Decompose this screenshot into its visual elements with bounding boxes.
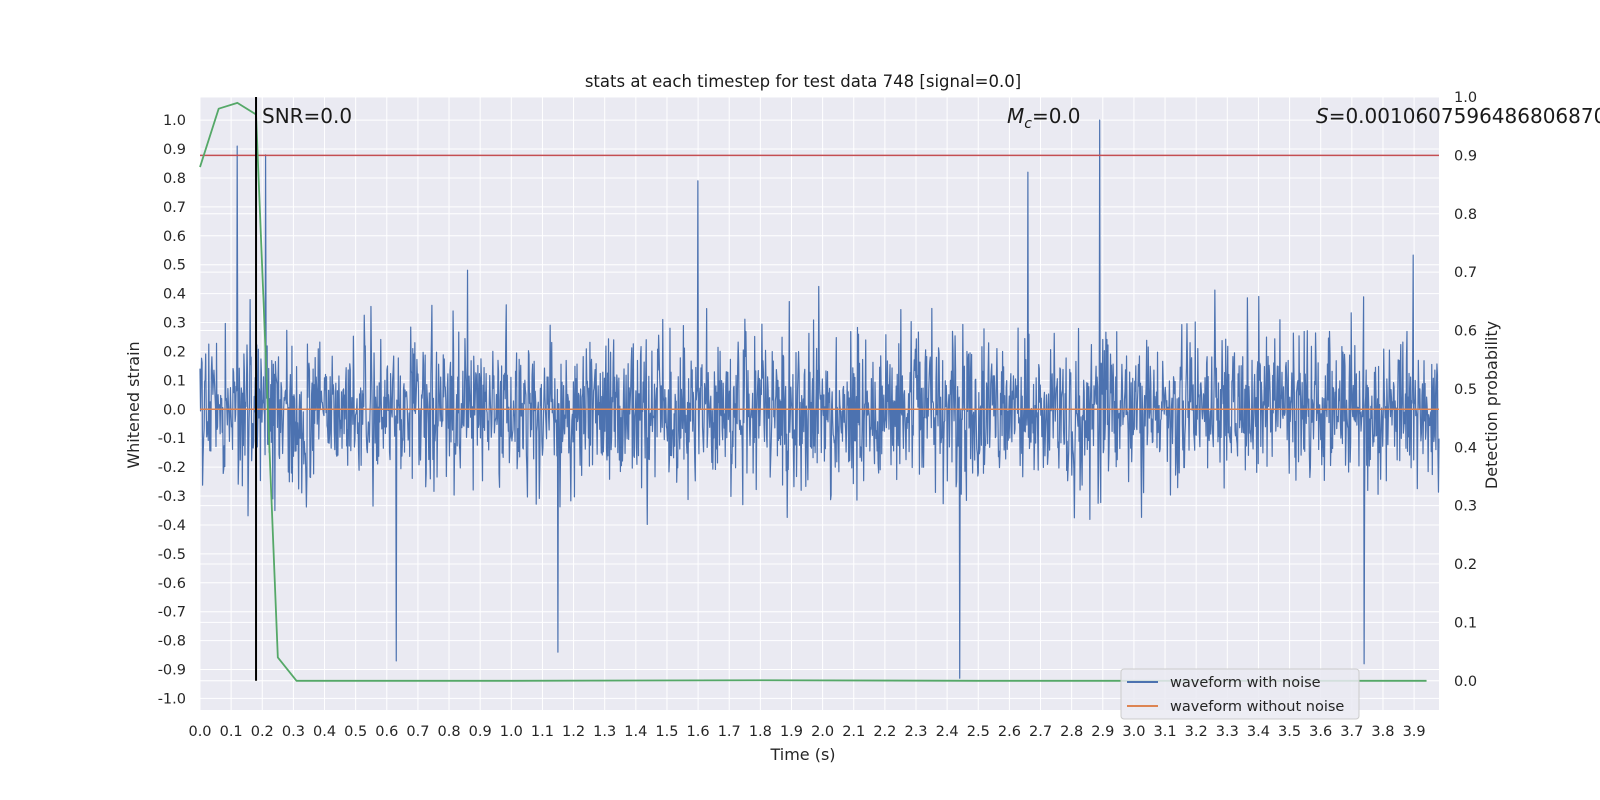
x-tick-label: 0.6	[375, 724, 398, 740]
chirp-mass-annotation: Mc=0.0	[1007, 104, 1081, 132]
score-symbol: S	[1316, 104, 1329, 128]
tick-labels: 0.0 0.1 0.2 0.3 0.4 0.5 0.6 0.7 0.8 0.9 1.0 1.1 1.2 1…	[158, 90, 1477, 740]
x-tick-label: 2.9	[1091, 724, 1114, 740]
x-tick-label: 0.4	[313, 724, 336, 740]
x-tick-label: 3.5	[1278, 724, 1301, 740]
x-tick-label: 1.0	[500, 724, 523, 740]
y-tick-label: -0.1	[158, 431, 186, 447]
y2-tick-label: 0.9	[1454, 148, 1477, 164]
y-tick-label: -0.2	[158, 460, 186, 476]
x-tick-label: 3.2	[1185, 724, 1208, 740]
y-tick-label: -0.3	[158, 489, 186, 505]
plot-background	[200, 97, 1439, 710]
x-tick-label: 2.4	[936, 724, 959, 740]
y-tick-label: 1.0	[163, 113, 186, 129]
x-tick-label: 2.1	[842, 724, 865, 740]
legend-label-noise: waveform with noise	[1170, 675, 1321, 691]
x-tick-label: 1.9	[780, 724, 803, 740]
legend-box	[1120, 668, 1360, 720]
x-tick-label: 0.5	[344, 724, 367, 740]
series-waveform-with-noise	[199, 119, 1440, 679]
y-tick-label: 0.8	[163, 171, 186, 187]
y2-tick-label: 0.2	[1454, 557, 1477, 573]
x-tick-label: 1.7	[718, 724, 741, 740]
y2-tick-label: 0.8	[1454, 207, 1477, 223]
x-tick-label: 2.3	[904, 724, 927, 740]
y-tick-label: -0.7	[158, 605, 186, 621]
x-tick-label: 2.5	[967, 724, 990, 740]
chirp-mass-value: =0.0	[1032, 104, 1081, 128]
score-annotation: S=0.0010607596486806870	[1316, 104, 1600, 128]
x-tick-label: 3.3	[1216, 724, 1239, 740]
x-tick-label: 1.4	[624, 724, 647, 740]
x-axis-label: Time (s)	[769, 745, 835, 764]
y-tick-label: 0.7	[163, 200, 186, 216]
x-tick-label: 3.6	[1309, 724, 1332, 740]
y2-tick-label: 0.3	[1454, 499, 1477, 515]
y-tick-label: -0.4	[158, 518, 186, 534]
x-tick-label: 0.9	[469, 724, 492, 740]
x-tick-label: 1.6	[687, 724, 710, 740]
y-tick-label: 0.6	[163, 229, 186, 245]
y2-axis-label: Detection probability	[1482, 321, 1501, 489]
x-tick-label: 2.2	[873, 724, 896, 740]
y-tick-label: -0.9	[158, 663, 186, 679]
snr-annotation: SNR=0.0	[262, 104, 352, 128]
legend: waveform with noise waveform without noi…	[1120, 668, 1360, 720]
x-tick-label: 0.1	[220, 724, 243, 740]
x-tick-label: 2.8	[1060, 724, 1083, 740]
score-value: =0.0010607596486806870	[1329, 104, 1600, 128]
y2-tick-label: 0.0	[1454, 674, 1477, 690]
x-tick-label: 3.1	[1154, 724, 1177, 740]
chart-title: stats at each timestep for test data 748…	[585, 72, 1021, 91]
y2-tick-label: 0.6	[1454, 324, 1477, 340]
y-tick-label: 0.3	[163, 316, 186, 332]
y-tick-label: 0.9	[163, 142, 186, 158]
y-tick-label: -0.6	[158, 576, 186, 592]
x-tick-label: 0.2	[251, 724, 274, 740]
x-tick-label: 1.8	[749, 724, 772, 740]
y2-tick-label: 1.0	[1454, 90, 1477, 106]
x-tick-label: 2.7	[1029, 724, 1052, 740]
chirp-mass-subscript: c	[1024, 116, 1032, 132]
y-axis-label: Whitened strain	[124, 341, 143, 468]
x-tick-label: 0.8	[438, 724, 461, 740]
y2-tick-label: 0.4	[1454, 440, 1477, 456]
y-tick-label: -0.8	[158, 634, 186, 650]
x-tick-label: 3.8	[1371, 724, 1394, 740]
x-tick-label: 1.5	[655, 724, 678, 740]
x-tick-label: 1.1	[531, 724, 554, 740]
series-detection-probability	[199, 101, 1427, 682]
y-tick-label: 0.1	[163, 373, 186, 389]
x-tick-label: 2.6	[998, 724, 1021, 740]
x-tick-label: 0.3	[282, 724, 305, 740]
x-tick-label: 3.9	[1403, 724, 1426, 740]
y-tick-label: 0.5	[163, 258, 186, 274]
chirp-mass-symbol: M	[1007, 104, 1024, 128]
y2-tick-label: 0.7	[1454, 265, 1477, 281]
y-tick-label: 0.2	[163, 344, 186, 360]
x-tick-label: 3.7	[1340, 724, 1363, 740]
legend-label-clean: waveform without noise	[1170, 699, 1344, 715]
y-tick-label: 0.0	[163, 402, 186, 418]
x-tick-label: 1.2	[562, 724, 585, 740]
y-tick-label: 0.4	[163, 287, 186, 303]
y2-tick-label: 0.1	[1454, 615, 1477, 631]
series-layer	[199, 97, 1440, 682]
y-tick-label: -1.0	[158, 691, 186, 707]
x-tick-label: 0.7	[406, 724, 429, 740]
x-tick-label: 0.0	[188, 724, 211, 740]
x-tick-label: 3.0	[1122, 724, 1145, 740]
y-tick-label: -0.5	[158, 547, 186, 563]
x-tick-label: 3.4	[1247, 724, 1270, 740]
x-tick-label: 1.3	[593, 724, 616, 740]
y2-tick-label: 0.5	[1454, 382, 1477, 398]
x-tick-label: 2.0	[811, 724, 834, 740]
